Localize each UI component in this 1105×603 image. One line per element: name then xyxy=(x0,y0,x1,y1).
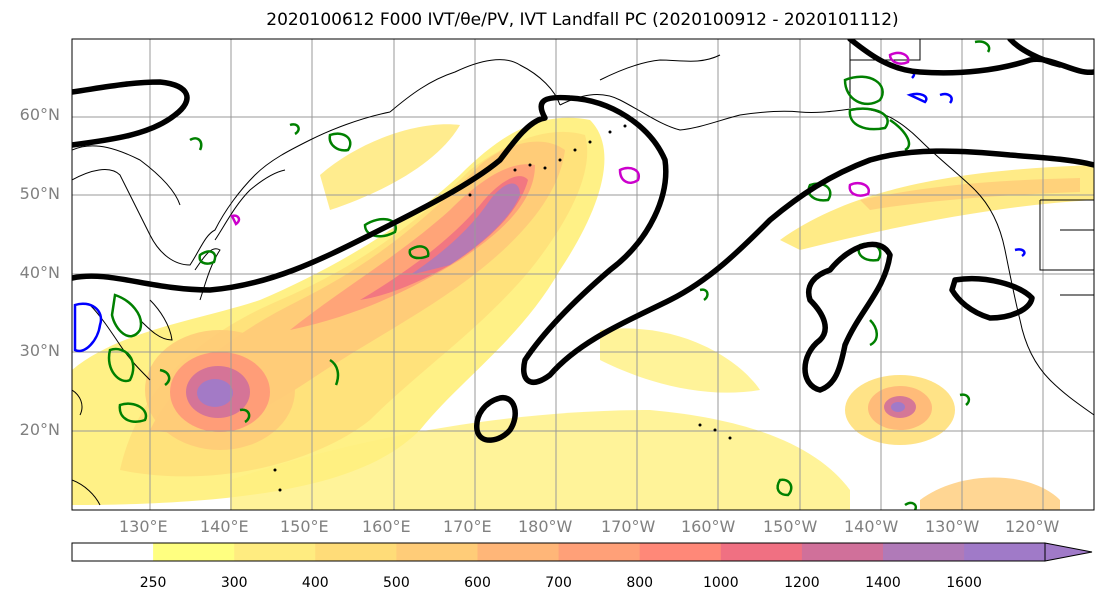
lon-label-170e: 170°E xyxy=(443,517,492,536)
lat-label-20n: 20°N xyxy=(19,420,60,439)
colorbar-tick-label: 1200 xyxy=(784,575,820,591)
lon-label-160e: 160°E xyxy=(362,517,411,536)
colorbar-segment xyxy=(883,543,965,561)
lon-label-150e: 150°E xyxy=(280,517,329,536)
colorbar xyxy=(71,542,1093,562)
island-dots xyxy=(273,124,732,492)
lon-label-120w: 120°W xyxy=(1005,517,1060,536)
lat-label-30n: 30°N xyxy=(19,341,60,360)
colorbar-tick-label: 600 xyxy=(464,575,491,591)
colorbar-segment xyxy=(801,543,884,561)
colorbar-tick-label: 300 xyxy=(220,575,248,591)
colorbar-segment xyxy=(558,543,641,561)
colorbar-segment xyxy=(639,543,722,561)
theta-e-contours xyxy=(107,40,991,510)
colorbar-tick-label: 250 xyxy=(139,575,167,591)
colorbar-segment xyxy=(964,543,1046,561)
lon-label-160w: 160°W xyxy=(681,517,736,536)
graticule xyxy=(72,39,1094,510)
lon-label-140w: 140°W xyxy=(844,517,899,536)
colorbar-segment xyxy=(720,543,803,561)
lon-label-130w: 130°W xyxy=(925,517,980,536)
map-frame xyxy=(71,38,1095,511)
colorbar-segment xyxy=(477,543,560,561)
colorbar-segment-below xyxy=(72,543,154,561)
coastlines xyxy=(72,39,1094,506)
landfall-pc-contours xyxy=(72,39,1094,443)
colorbar-segment xyxy=(396,543,478,561)
colorbar-segment xyxy=(153,543,235,561)
lon-label-180w: 180°W xyxy=(518,517,573,536)
map-title: 2020100612 F000 IVT/θe/PV, IVT Landfall … xyxy=(266,10,899,30)
colorbar-tick-label: 1000 xyxy=(702,575,739,591)
colorbar-tick-label: 400 xyxy=(301,575,329,591)
colorbar-tick-label: 500 xyxy=(383,575,410,591)
lat-label-60n: 60°N xyxy=(19,105,60,124)
colorbar-segment xyxy=(234,543,316,561)
lat-label-50n: 50°N xyxy=(19,184,60,203)
lon-label-170w: 170°W xyxy=(601,517,656,536)
colorbar-segment xyxy=(315,543,397,561)
lon-label-150w: 150°W xyxy=(763,517,818,536)
lat-label-40n: 40°N xyxy=(19,263,60,282)
lon-label-130e: 130°E xyxy=(119,517,168,536)
pv-contours xyxy=(73,51,1026,353)
colorbar-tick-label: 1600 xyxy=(946,575,982,591)
ivt-shading xyxy=(72,117,1094,510)
colorbar-tick-label: 700 xyxy=(545,575,572,591)
lon-label-140e: 140°E xyxy=(200,517,249,536)
colorbar-tick-label: 1400 xyxy=(865,575,901,591)
colorbar-tick-label: 800 xyxy=(626,575,654,591)
